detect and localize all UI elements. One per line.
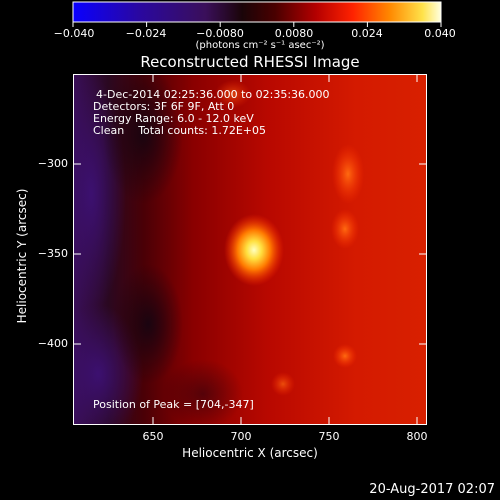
clean-counts-label: Clean Total counts: 1.72E+05 xyxy=(93,124,267,137)
colorbar-tick-label: 0.040 xyxy=(424,27,456,40)
colorbar-tick-label: −0.040 xyxy=(53,27,95,40)
energy-range-label: Energy Range: 6.0 - 12.0 keV xyxy=(93,112,254,125)
plot-title: Reconstructed RHESSI Image xyxy=(140,53,360,71)
y-tick-label: −350 xyxy=(37,247,68,260)
y-tick-label: −400 xyxy=(37,337,68,350)
colorbar-gradient xyxy=(72,1,442,23)
time-range-label: 4-Dec-2014 02:25:36.000 to 02:35:36.000 xyxy=(96,88,330,101)
colorbar-tick-label: −0.0080 xyxy=(196,27,244,40)
detectors-label: Detectors: 3F 6F 9F, Att 0 xyxy=(93,100,235,113)
peak-position-label: Position of Peak = [704,-347] xyxy=(93,398,254,411)
colorbar-tick-label: 0.0080 xyxy=(274,27,314,40)
x-tick-label: 750 xyxy=(318,430,340,443)
x-tick-label: 700 xyxy=(230,430,252,443)
plot-frame xyxy=(73,74,427,425)
colorbar-units: (photons cm⁻² s⁻¹ asec⁻²) xyxy=(195,40,325,51)
colorbar xyxy=(72,1,442,27)
flare-peak-source xyxy=(224,214,284,286)
colorbar-tick-label: 0.024 xyxy=(351,27,383,40)
colorbar-tick-label: −0.024 xyxy=(125,27,167,40)
x-tick-label: 650 xyxy=(142,430,164,443)
x-axis-label: Heliocentric X (arcsec) xyxy=(182,446,318,460)
x-tick-label: 800 xyxy=(406,430,428,443)
footer-date: 20-Aug-2017 02:07 xyxy=(369,482,495,497)
rhessi-image xyxy=(73,74,427,425)
y-tick-label: −300 xyxy=(37,157,68,170)
y-axis-label: Heliocentric Y (arcsec) xyxy=(15,188,29,324)
